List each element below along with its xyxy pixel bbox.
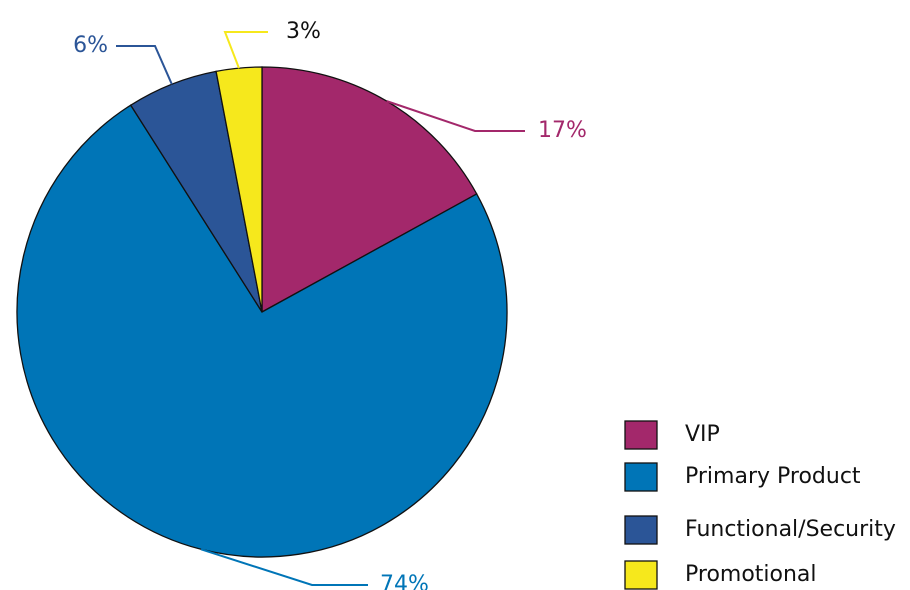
legend-label: Promotional [685,562,817,587]
legend-swatch [624,515,658,545]
data-label: 6% [73,33,108,58]
data-label: 74% [380,572,429,590]
legend-swatch [624,420,658,450]
legend-label: Primary Product [685,464,861,489]
legend-swatch [624,560,658,590]
data-label: 3% [286,19,321,44]
legend-label: Functional/Security [685,517,896,542]
leader-line [200,548,368,586]
legend-swatch [624,462,658,492]
legend-label: VIP [685,422,720,447]
pie-slice [261,66,478,314]
leader-line [116,45,173,85]
data-label: 17% [538,118,587,143]
leader-line [386,100,525,132]
leader-line [223,31,268,69]
pie-slice [215,66,263,313]
